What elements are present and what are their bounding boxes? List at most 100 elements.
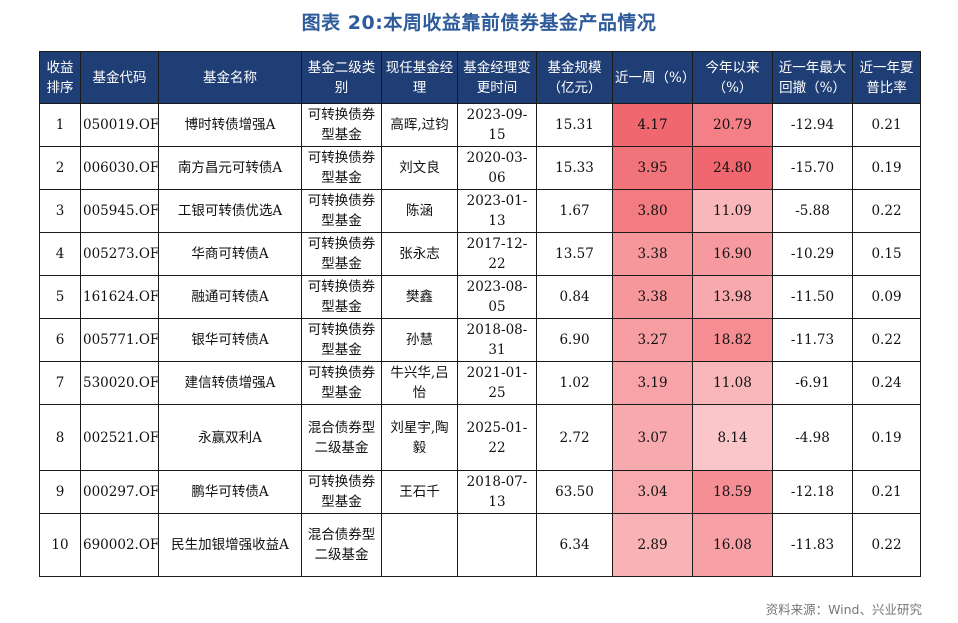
fund-name-cell: 银华可转债A xyxy=(158,318,302,362)
rank-cell: 1 xyxy=(39,103,81,147)
ytd-return-cell: 16.08 xyxy=(692,513,773,577)
size-cell: 0.84 xyxy=(536,275,613,319)
header-name: 基金名称 xyxy=(158,51,302,104)
sharpe-cell: 0.22 xyxy=(852,513,921,577)
code-cell: 005945.OF xyxy=(80,189,159,233)
header-code: 基金代码 xyxy=(80,51,159,104)
rank-cell: 6 xyxy=(39,318,81,362)
manager-cell: 刘文良 xyxy=(381,146,458,190)
change-date-cell: 2023-09-15 xyxy=(457,103,537,147)
fund-name-cell: 民生加银增强收益A xyxy=(158,513,302,577)
manager-cell: 樊鑫 xyxy=(381,275,458,319)
category-cell: 混合债券型二级基金 xyxy=(301,513,382,577)
size-cell: 6.90 xyxy=(536,318,613,362)
ytd-return-cell: 16.90 xyxy=(692,232,773,276)
fund-table: 收益排序 基金代码 基金名称 基金二级类别 现任基金经理 基金经理变更时间 基金… xyxy=(39,51,921,577)
header-week-return: 近一周（%） xyxy=(612,51,693,104)
table-row: 5 161624.OF 融通可转债A 可转换债券型基金 樊鑫 2023-08-05 0.84… xyxy=(39,275,921,319)
sharpe-cell: 0.19 xyxy=(852,146,921,190)
change-date-cell xyxy=(457,513,537,577)
week-return-cell: 3.19 xyxy=(612,361,693,405)
change-date-cell: 2018-07-13 xyxy=(457,470,537,514)
manager-cell xyxy=(381,513,458,577)
max-drawdown-cell: -15.70 xyxy=(772,146,853,190)
category-cell: 可转换债券型基金 xyxy=(301,103,382,147)
code-cell: 161624.OF xyxy=(80,275,159,319)
manager-cell: 牛兴华,吕怡 xyxy=(381,361,458,405)
week-return-cell: 4.17 xyxy=(612,103,693,147)
table-row: 6 005771.OF 银华可转债A 可转换债券型基金 孙慧 2018-08-31 6.90… xyxy=(39,318,921,362)
fund-name-cell: 华商可转债A xyxy=(158,232,302,276)
size-cell: 1.67 xyxy=(536,189,613,233)
category-cell: 可转换债券型基金 xyxy=(301,318,382,362)
header-category: 基金二级类别 xyxy=(301,51,382,104)
rank-cell: 5 xyxy=(39,275,81,319)
fund-name-cell: 南方昌元可转债A xyxy=(158,146,302,190)
header-manager: 现任基金经理 xyxy=(381,51,458,104)
ytd-return-cell: 11.08 xyxy=(692,361,773,405)
table-row: 8 002521.OF 永赢双利A 混合债券型二级基金 刘星宇,陶毅 2025-01-22… xyxy=(39,404,921,471)
week-return-cell: 3.80 xyxy=(612,189,693,233)
ytd-return-cell: 20.79 xyxy=(692,103,773,147)
rank-cell: 9 xyxy=(39,470,81,514)
manager-cell: 刘星宇,陶毅 xyxy=(381,404,458,471)
size-cell: 15.33 xyxy=(536,146,613,190)
category-cell: 可转换债券型基金 xyxy=(301,275,382,319)
week-return-cell: 2.89 xyxy=(612,513,693,577)
sharpe-cell: 0.21 xyxy=(852,103,921,147)
rank-cell: 2 xyxy=(39,146,81,190)
fund-name-cell: 永赢双利A xyxy=(158,404,302,471)
fund-name-cell: 建信转债增强A xyxy=(158,361,302,405)
header-max-drawdown: 近一年最大回撤（%） xyxy=(772,51,853,104)
manager-cell: 王石千 xyxy=(381,470,458,514)
max-drawdown-cell: -12.18 xyxy=(772,470,853,514)
max-drawdown-cell: -6.91 xyxy=(772,361,853,405)
rank-cell: 7 xyxy=(39,361,81,405)
header-ytd-return: 今年以来（%） xyxy=(692,51,773,104)
manager-cell: 陈涵 xyxy=(381,189,458,233)
sharpe-cell: 0.22 xyxy=(852,318,921,362)
header-size: 基金规模（亿元） xyxy=(536,51,613,104)
rank-cell: 3 xyxy=(39,189,81,233)
week-return-cell: 3.27 xyxy=(612,318,693,362)
code-cell: 005273.OF xyxy=(80,232,159,276)
change-date-cell: 2023-08-05 xyxy=(457,275,537,319)
table-row: 10 690002.OF 民生加银增强收益A 混合债券型二级基金 6.34 2.89 16.… xyxy=(39,513,921,577)
manager-cell: 张永志 xyxy=(381,232,458,276)
source-note: 资料来源：Wind、兴业研究 xyxy=(765,602,922,617)
sharpe-cell: 0.22 xyxy=(852,189,921,233)
size-cell: 6.34 xyxy=(536,513,613,577)
sharpe-cell: 0.15 xyxy=(852,232,921,276)
table-row: 4 005273.OF 华商可转债A 可转换债券型基金 张永志 2017-12-22 13.… xyxy=(39,232,921,276)
change-date-cell: 2017-12-22 xyxy=(457,232,537,276)
size-cell: 13.57 xyxy=(536,232,613,276)
sharpe-cell: 0.09 xyxy=(852,275,921,319)
size-cell: 15.31 xyxy=(536,103,613,147)
code-cell: 690002.OF xyxy=(80,513,159,577)
manager-cell: 孙慧 xyxy=(381,318,458,362)
category-cell: 可转换债券型基金 xyxy=(301,232,382,276)
max-drawdown-cell: -4.98 xyxy=(772,404,853,471)
chart-title: 图表 20:本周收益靠前债券基金产品情况 xyxy=(301,12,657,34)
category-cell: 可转换债券型基金 xyxy=(301,146,382,190)
fund-name-cell: 博时转债增强A xyxy=(158,103,302,147)
max-drawdown-cell: -11.50 xyxy=(772,275,853,319)
ytd-return-cell: 18.59 xyxy=(692,470,773,514)
week-return-cell: 3.04 xyxy=(612,470,693,514)
code-cell: 050019.OF xyxy=(80,103,159,147)
fund-name-cell: 鹏华可转债A xyxy=(158,470,302,514)
code-cell: 006030.OF xyxy=(80,146,159,190)
rank-cell: 10 xyxy=(39,513,81,577)
max-drawdown-cell: -5.88 xyxy=(772,189,853,233)
max-drawdown-cell: -12.94 xyxy=(772,103,853,147)
fund-name-cell: 工银可转债优选A xyxy=(158,189,302,233)
week-return-cell: 3.07 xyxy=(612,404,693,471)
header-sharpe: 近一年夏普比率 xyxy=(852,51,921,104)
header-change-date: 基金经理变更时间 xyxy=(457,51,537,104)
change-date-cell: 2021-01-25 xyxy=(457,361,537,405)
week-return-cell: 3.95 xyxy=(612,146,693,190)
code-cell: 530020.OF xyxy=(80,361,159,405)
size-cell: 63.50 xyxy=(536,470,613,514)
fund-name-cell: 融通可转债A xyxy=(158,275,302,319)
sharpe-cell: 0.21 xyxy=(852,470,921,514)
